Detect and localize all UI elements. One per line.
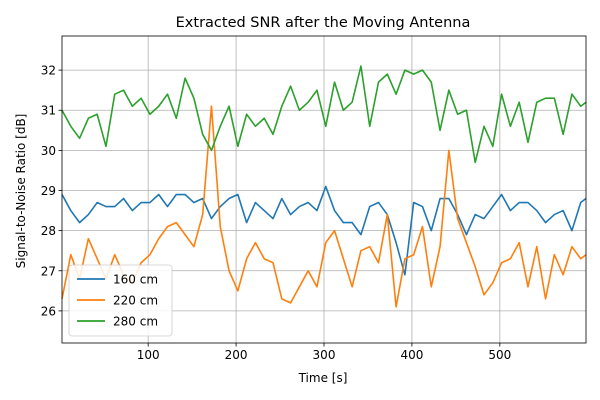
x-axis-label: Time [s] (298, 371, 348, 385)
axis-ticks: 100 200 300 400 500 26 27 28 29 30 31 32 (41, 64, 512, 362)
series-line-220-cm (61, 105, 587, 308)
x-tick-label: 400 (400, 348, 423, 362)
y-tick-label: 26 (41, 304, 56, 318)
x-tick-label: 300 (313, 348, 336, 362)
x-tick-label: 200 (225, 348, 248, 362)
legend: 160 cm 220 cm 280 cm (68, 264, 173, 337)
y-tick-label: 29 (41, 184, 56, 198)
y-tick-label: 28 (41, 224, 56, 238)
series-line-280-cm (61, 65, 587, 164)
series-line-160-cm (61, 185, 587, 276)
chart-title: Extracted SNR after the Moving Antenna (176, 15, 471, 31)
legend-label: 280 cm (113, 315, 158, 329)
legend-label: 220 cm (113, 294, 158, 308)
x-tick-label: 100 (137, 348, 160, 362)
y-tick-label: 30 (41, 144, 56, 158)
legend-box (68, 264, 173, 337)
legend-label: 160 cm (113, 273, 158, 287)
x-tick-label: 500 (488, 348, 511, 362)
y-tick-label: 27 (41, 264, 56, 278)
series-lines (61, 65, 587, 308)
y-tick-label: 32 (41, 64, 56, 78)
y-tick-label: 31 (41, 104, 56, 118)
y-axis-label: Signal-to-Noise Ratio [dB] (14, 114, 28, 269)
